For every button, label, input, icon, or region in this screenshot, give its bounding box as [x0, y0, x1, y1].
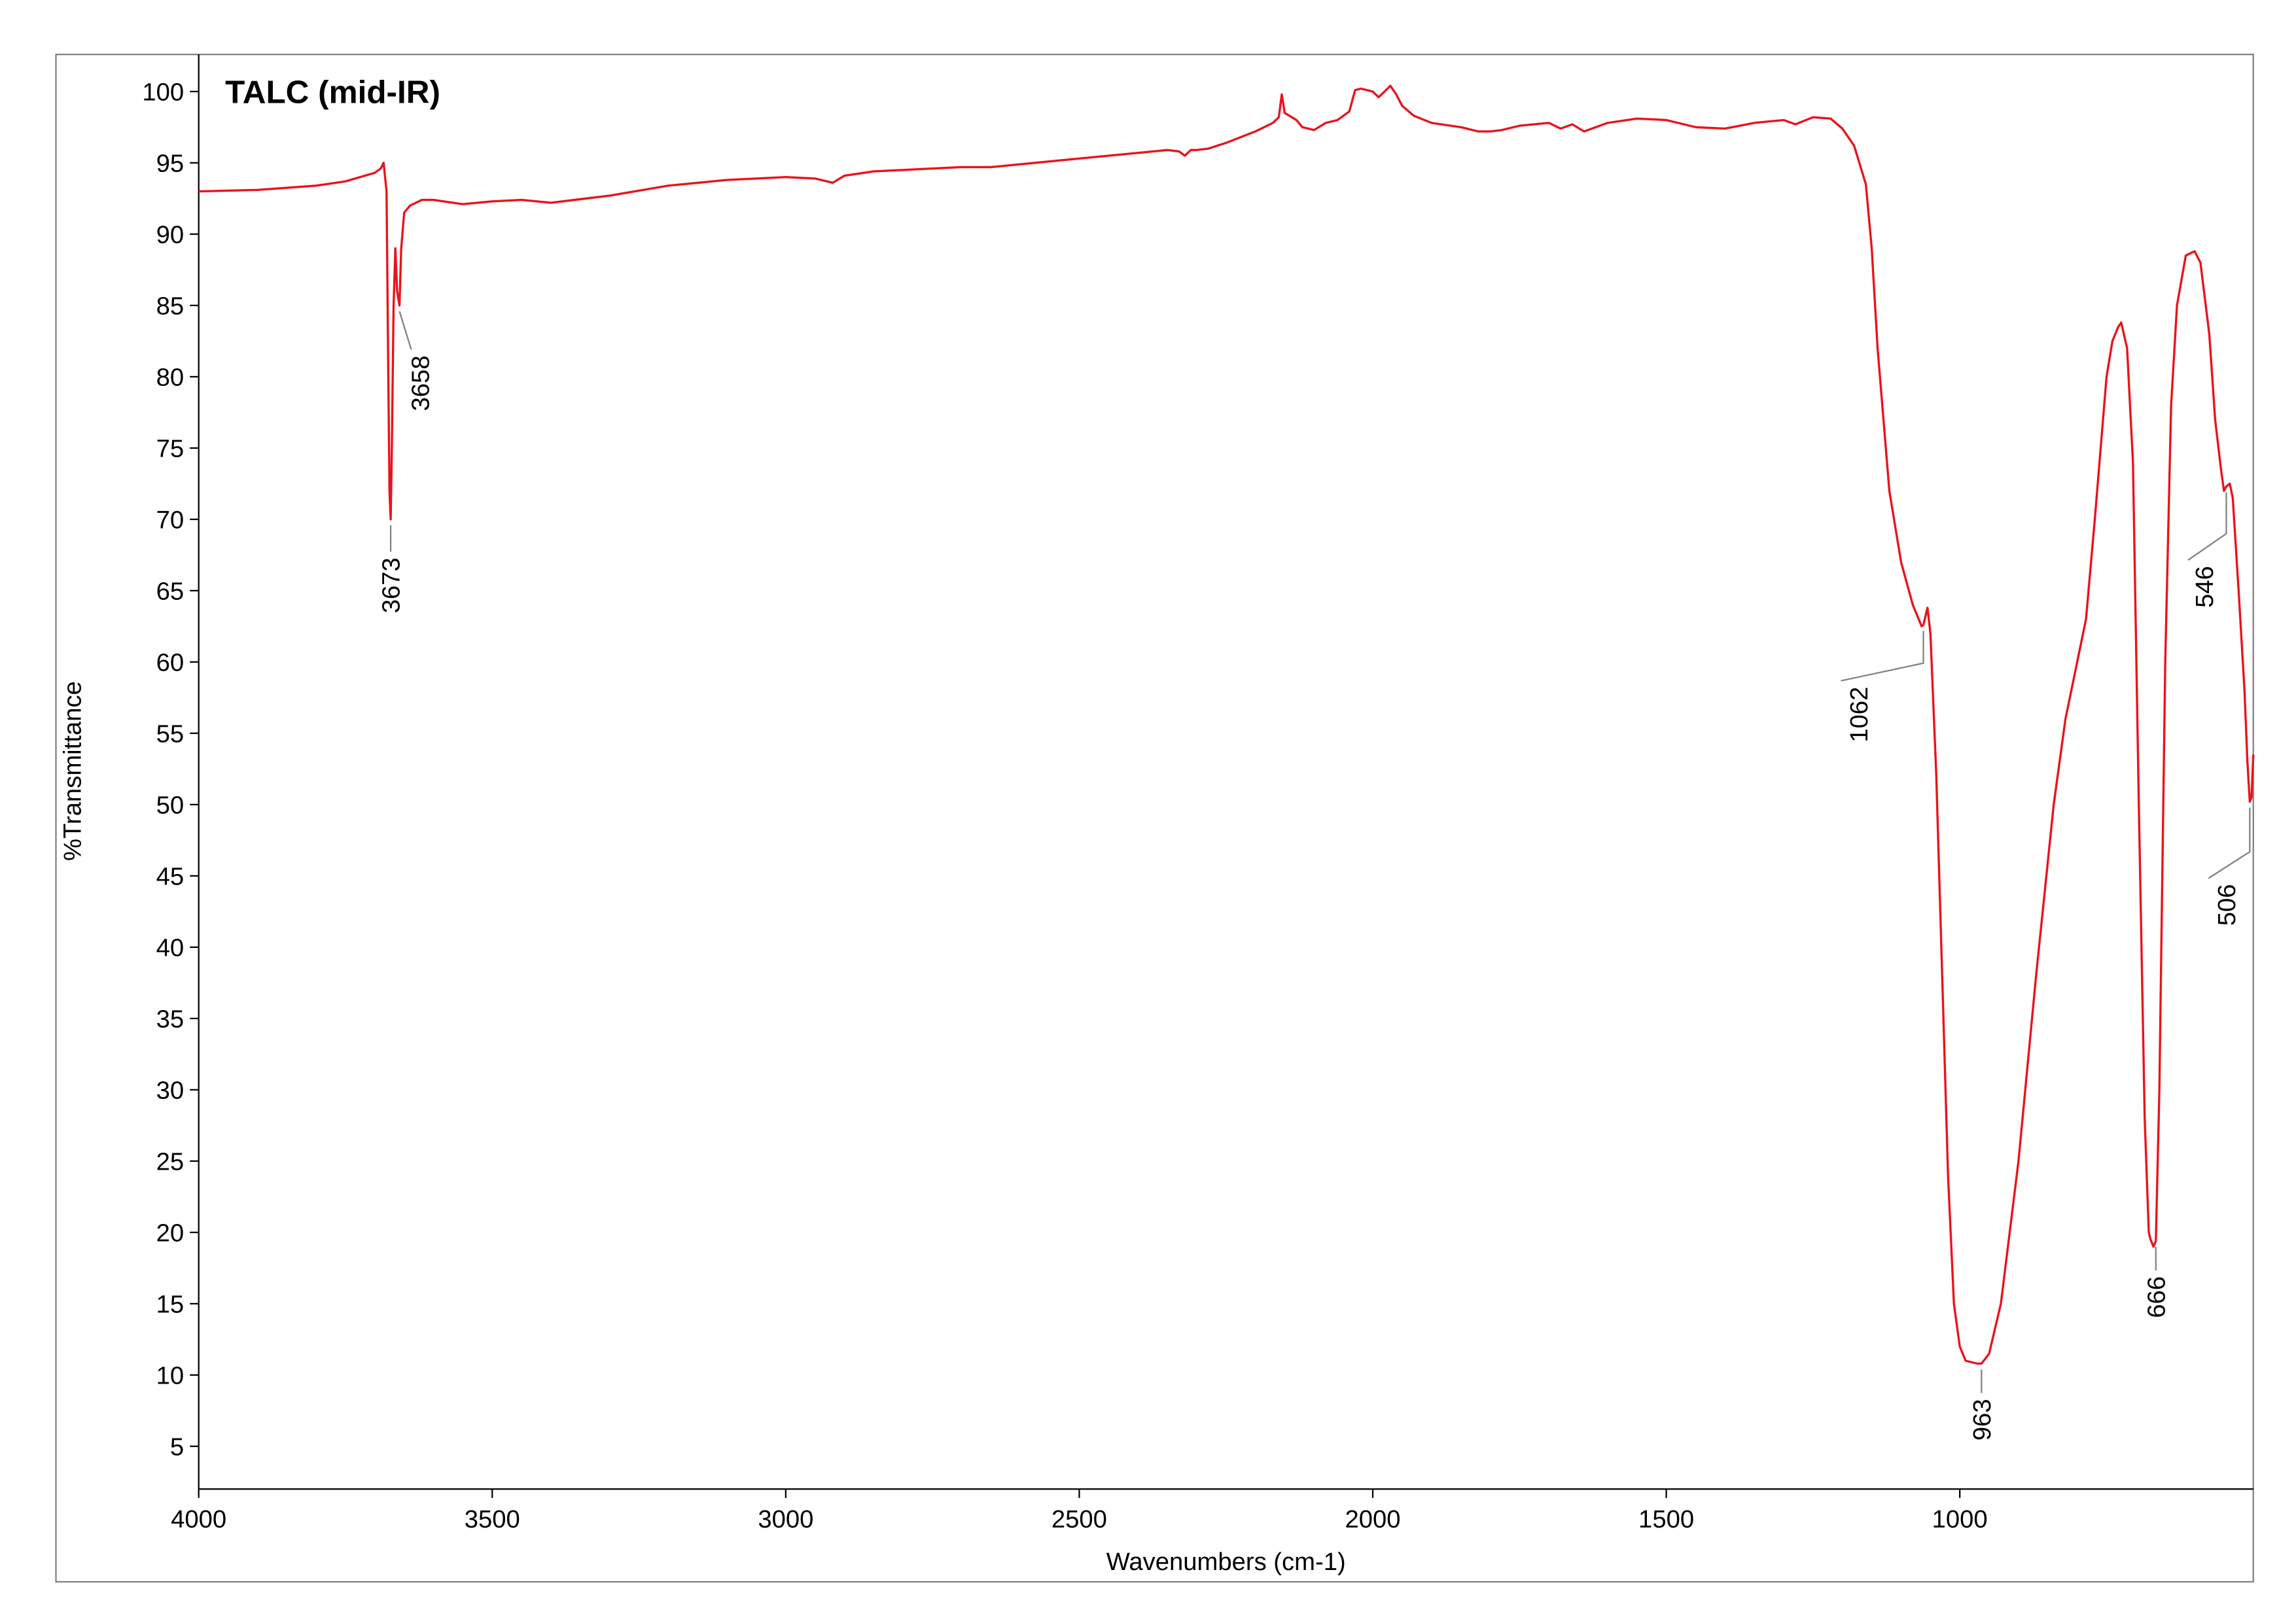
x-tick-label: 1000 [1932, 1505, 1988, 1533]
peak-label: 506 [2213, 884, 2241, 926]
x-tick-label: 2000 [1345, 1505, 1400, 1533]
y-tick-label: 5 [170, 1433, 184, 1461]
peak-label: 546 [2191, 566, 2219, 608]
y-tick-label: 25 [156, 1147, 185, 1176]
y-tick-label: 35 [156, 1005, 185, 1033]
y-tick-label: 75 [156, 434, 185, 462]
y-tick-label: 10 [156, 1361, 185, 1389]
y-tick-label: 90 [156, 220, 185, 249]
x-tick-label: 4000 [171, 1505, 226, 1533]
peak-label: 3658 [407, 355, 435, 411]
y-tick-label: 95 [156, 149, 185, 177]
y-tick-label: 55 [156, 720, 185, 748]
y-tick-label: 80 [156, 363, 185, 391]
peak-label: 1062 [1845, 687, 1873, 742]
x-tick-label: 1500 [1638, 1505, 1694, 1533]
y-tick-label: 45 [156, 862, 185, 890]
peak-leader [398, 311, 412, 350]
y-tick-label: 65 [156, 577, 185, 605]
peak-leader [1841, 631, 1924, 682]
peak-label: 666 [2142, 1276, 2170, 1318]
peak-label: 963 [1968, 1399, 1996, 1440]
x-axis-label: Wavenumbers (cm-1) [1106, 1548, 1346, 1576]
x-tick-label: 2500 [1051, 1505, 1107, 1533]
y-tick-label: 40 [156, 934, 185, 962]
y-tick-label: 30 [156, 1076, 185, 1104]
y-tick-label: 50 [156, 791, 185, 819]
chart-title: TALC (mid-IR) [225, 74, 440, 110]
x-tick-label: 3500 [465, 1505, 520, 1533]
frame [55, 54, 2254, 1583]
y-tick-label: 15 [156, 1290, 185, 1318]
y-tick-label: 20 [156, 1219, 185, 1247]
y-tick-label: 85 [156, 292, 185, 320]
peak-leader [2187, 492, 2227, 561]
y-tick-label: 70 [156, 506, 185, 534]
peak-leader [2208, 807, 2251, 879]
spectrum-line [198, 84, 2255, 1365]
y-tick-label: 100 [142, 78, 184, 106]
y-tick-label: 60 [156, 648, 185, 676]
x-tick-label: 3000 [758, 1505, 813, 1533]
peak-label: 3673 [378, 557, 406, 613]
y-axis-label: %Transmittance [59, 681, 87, 861]
